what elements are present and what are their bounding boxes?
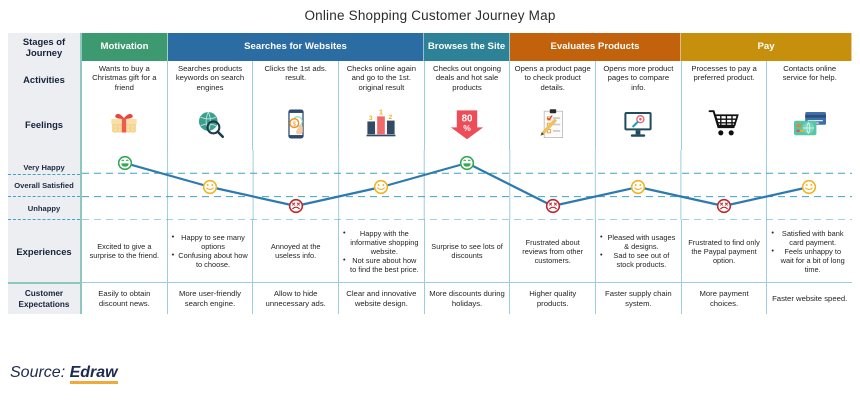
monitor-search-icon — [596, 98, 681, 150]
activity-cell: Searches products keywords on search eng… — [167, 61, 254, 98]
experience-cell: Happy with the informative shopping webs… — [339, 220, 425, 282]
mood-face-unhappy — [716, 198, 731, 214]
source-link[interactable]: Edraw — [69, 364, 118, 384]
svg-text:80: 80 — [462, 113, 473, 124]
experience-list: Satisfied with bank card payment.Feels u… — [771, 228, 848, 274]
experience-item: Pleased with usages & designs. — [600, 232, 677, 251]
satisfaction-line-chart — [82, 150, 852, 221]
experience-cell: Frustrated about reviews from other cust… — [510, 220, 597, 282]
stage-header-row: Stages of Journey Motivation Searches for… — [8, 33, 852, 61]
credit-cards-icon — [767, 98, 852, 150]
expectation-cell: Allow to hide unnecessary ads. — [253, 282, 340, 314]
expectation-cell: More user-friendly search engine. — [167, 282, 254, 314]
stage-cell-evaluates-products[interactable]: Evaluates Products — [510, 33, 681, 61]
experience-item: Feels unhappy to wait for a bit of long … — [771, 246, 848, 274]
journey-map: Stages of Journey Motivation Searches for… — [8, 33, 853, 340]
discount-arrow-icon: 80% — [425, 98, 510, 150]
y-axis-label: Unhappy — [8, 197, 80, 221]
mood-face-overall-satisfied — [630, 179, 646, 195]
activity-cell: Checks out ongoing deals and hot sale pr… — [424, 61, 511, 98]
experience-cell: Annoyed at the useless info. — [253, 220, 340, 282]
mood-face-unhappy — [288, 198, 303, 214]
mood-face-overall-satisfied — [802, 179, 817, 195]
feeling-cell — [82, 98, 168, 150]
expectation-cell: More discounts during holidays. — [424, 282, 511, 314]
activity-cell: Opens more product pages to compare info… — [596, 61, 682, 98]
stage-cell-searches-for-websites[interactable]: Searches for Websites — [168, 33, 424, 61]
row-label-activities: Activities — [8, 61, 82, 98]
experience-item: Happy to see many options — [172, 232, 249, 251]
activity-cell: Contacts online service for help. — [767, 61, 853, 98]
source-credit: Source: Edraw — [10, 364, 118, 384]
activity-cell: Opens a product page to check product de… — [510, 61, 597, 98]
feeling-cell — [596, 98, 682, 150]
feeling-cell — [167, 98, 254, 150]
experience-item: Not sure about how to find the best pric… — [343, 255, 420, 274]
experience-item: Confusing about how to choose. — [172, 250, 249, 269]
svg-text:$: $ — [292, 122, 296, 128]
stage-cell-browses-the-site[interactable]: Browses the Site — [424, 33, 510, 61]
experience-cell: Happy to see many optionsConfusing about… — [167, 220, 254, 282]
expectation-cell: Easily to obtain discount news. — [82, 282, 168, 314]
feeling-cell — [510, 98, 597, 150]
stage-cell-pay[interactable]: Pay — [681, 33, 852, 61]
feeling-cell: $ — [253, 98, 340, 150]
experience-item: Satisfied with bank card payment. — [771, 228, 848, 247]
gift-box-icon — [82, 98, 167, 150]
activity-cell: Processes to pay a preferred product. — [681, 61, 768, 98]
mood-face-overall-satisfied — [203, 179, 218, 195]
svg-text:1: 1 — [379, 108, 384, 117]
mood-face-overall-satisfied — [374, 179, 389, 195]
expectation-cell: More payment choices. — [681, 282, 768, 314]
satisfaction-chart-row: Very Happy Overall Satisfied Unhappy — [8, 150, 852, 221]
y-axis-label: Overall Satisfied — [8, 175, 80, 198]
activities-row: Activities Wants to buy a Christmas gift… — [8, 61, 853, 98]
row-label-experiences: Experiences — [8, 220, 82, 282]
activity-cell: Checks online again and go to the 1st. o… — [339, 61, 425, 98]
expectation-cell: Faster website speed. — [767, 282, 853, 314]
mobile-payment-icon: $ — [253, 98, 338, 150]
experience-cell: Surprise to see lots of discounts — [424, 220, 511, 282]
globe-search-icon — [168, 98, 253, 150]
feeling-cell: 80% — [424, 98, 511, 150]
feelings-row: Feelings $3 1 2 80% — [8, 98, 853, 150]
expectation-cell: Faster supply chain system. — [596, 282, 682, 314]
svg-text:3: 3 — [369, 115, 373, 122]
svg-text:%: % — [463, 123, 471, 133]
row-label-feelings: Feelings — [8, 98, 82, 150]
checklist-icon — [510, 98, 595, 150]
expectations-row: Customer Expectations Easily to obtain d… — [8, 282, 853, 314]
feeling-cell — [681, 98, 768, 150]
chart-y-axis: Very Happy Overall Satisfied Unhappy — [8, 150, 82, 221]
experience-cell: Excited to give a surprise to the friend… — [82, 220, 168, 282]
experience-item: Sad to see out of stock products. — [600, 250, 677, 269]
experience-list: Pleased with usages & designs.Sad to see… — [600, 232, 677, 269]
activity-cell: Wants to buy a Christmas gift for a frie… — [82, 61, 168, 98]
mood-face-very-happy — [459, 155, 475, 171]
feeling-cell — [767, 98, 853, 150]
experience-cell: Satisfied with bank card payment.Feels u… — [767, 220, 853, 282]
shopping-cart-icon — [682, 98, 767, 150]
source-prefix: Source: — [10, 364, 66, 381]
page-title: Online Shopping Customer Journey Map — [304, 8, 556, 23]
row-label-stages: Stages of Journey — [8, 33, 82, 61]
mood-face-unhappy — [545, 198, 560, 214]
y-axis-label: Very Happy — [8, 150, 80, 175]
expectation-cell: Higher quality products. — [510, 282, 597, 314]
experiences-row: Experiences Excited to give a surprise t… — [8, 220, 853, 282]
experience-item: Happy with the informative shopping webs… — [343, 228, 420, 256]
experience-list: Happy with the informative shopping webs… — [343, 228, 420, 274]
stage-cell-motivation[interactable]: Motivation — [82, 33, 168, 61]
experience-cell: Pleased with usages & designs.Sad to see… — [596, 220, 682, 282]
experience-cell: Frustrated to find only the Paypal payme… — [681, 220, 768, 282]
expectation-cell: Clear and innovative website design. — [339, 282, 425, 314]
experience-list: Happy to see many optionsConfusing about… — [172, 232, 249, 269]
row-label-expectations: Customer Expectations — [8, 282, 82, 314]
mood-face-very-happy — [117, 155, 132, 171]
svg-text:2: 2 — [389, 114, 393, 121]
activity-cell: Clicks the 1st ads. result. — [253, 61, 340, 98]
